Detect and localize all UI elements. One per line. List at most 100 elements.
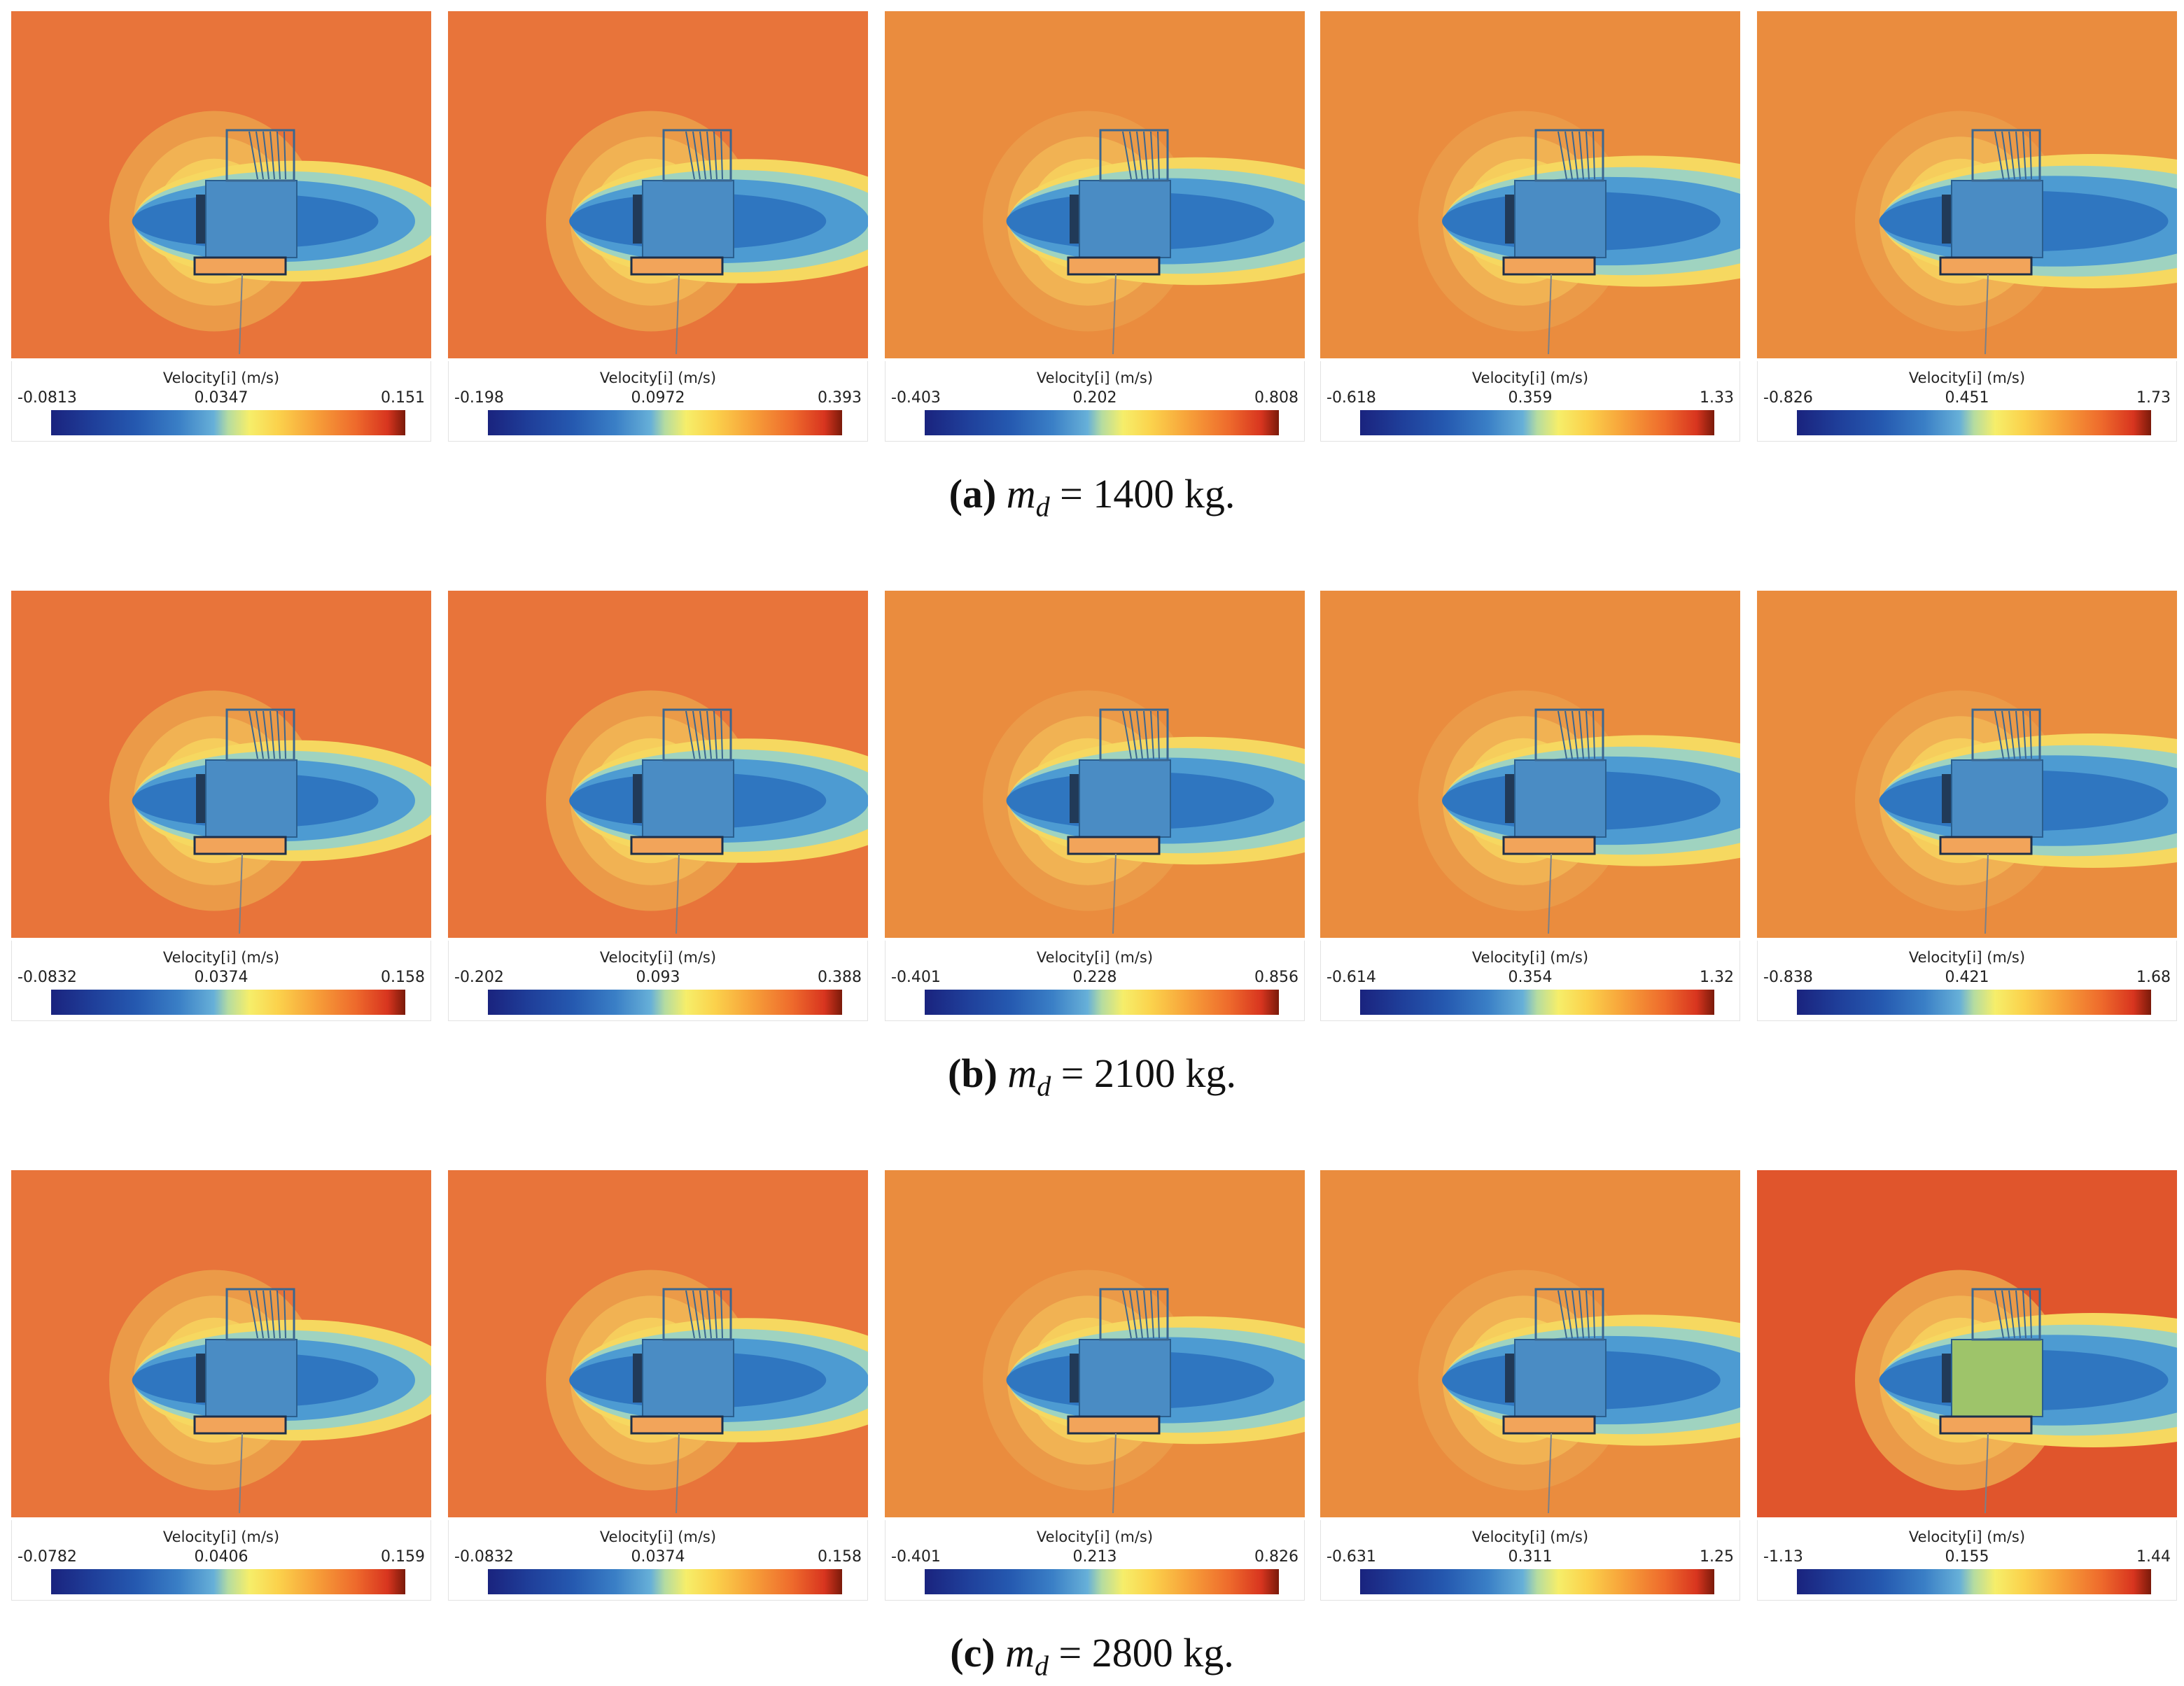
flow-field-image	[448, 591, 868, 938]
body-front	[1942, 1354, 1952, 1403]
colorbar: Velocity[i] (m/s) -0.614 0.354 1.32	[1320, 941, 1740, 1021]
colorbar-gradient	[51, 990, 405, 1015]
frame-strut	[1136, 1290, 1143, 1339]
frame-strut	[685, 710, 695, 759]
colorbar-title: Velocity[i] (m/s)	[1471, 1529, 1589, 1545]
colorbar-title: Velocity[i] (m/s)	[1908, 1529, 2026, 1545]
body	[205, 1339, 298, 1417]
frame	[1971, 708, 2041, 761]
colorbar-max: 0.393	[818, 389, 862, 407]
colorbar-min: -0.202	[454, 969, 504, 986]
frame-strut	[248, 710, 258, 759]
body-front	[1070, 1354, 1079, 1403]
frame-strut	[2029, 1290, 2032, 1339]
frame-strut	[1586, 1290, 1590, 1339]
body-front	[1505, 1354, 1515, 1403]
caption-text: = 2100 kg.	[1060, 1051, 1236, 1096]
colorbar: Velocity[i] (m/s) -0.618 0.359 1.33	[1320, 361, 1740, 442]
frame-strut	[1157, 131, 1160, 180]
frame-strut	[1558, 1290, 1567, 1339]
colorbar-min: -0.618	[1326, 389, 1376, 407]
colorbar-mid: 0.228	[1072, 969, 1117, 986]
frame-strut	[2022, 710, 2026, 759]
colorbar-max: 1.33	[1700, 389, 1734, 407]
frame-strut	[1586, 131, 1590, 180]
body	[205, 180, 298, 258]
mooring-line	[1984, 274, 1989, 355]
colorbar: Velocity[i] (m/s) -0.202 0.093 0.388	[448, 941, 868, 1021]
frame	[662, 708, 732, 761]
frame-strut	[713, 131, 718, 180]
colorbar-gradient	[925, 410, 1279, 435]
frame	[662, 129, 732, 182]
colorbar-gradient	[1360, 410, 1714, 435]
pontoon	[1939, 256, 2033, 276]
flow-field-image	[1757, 11, 2177, 358]
colorbar-title: Velocity[i] (m/s)	[1908, 370, 2026, 386]
colorbar-gradient	[1360, 1569, 1714, 1594]
colorbar-max: 0.388	[818, 969, 862, 986]
colorbar-max: 0.856	[1254, 969, 1298, 986]
frame-strut	[1572, 710, 1578, 759]
colorbar-mid: 0.354	[1508, 969, 1553, 986]
frame	[1971, 1288, 2041, 1341]
colorbar: Velocity[i] (m/s) -0.0832 0.0374 0.158	[11, 941, 431, 1021]
mooring-line	[239, 853, 243, 934]
panel: Velocity[i] (m/s) -0.0813 0.0347 0.151	[11, 11, 431, 442]
caption-label: (c)	[950, 1630, 995, 1676]
frame-strut	[2001, 710, 2010, 759]
colorbar: Velocity[i] (m/s) -0.838 0.421 1.68	[1757, 941, 2177, 1021]
panel: Velocity[i] (m/s) -0.838 0.421 1.68	[1757, 591, 2177, 1022]
body	[642, 759, 734, 838]
panel: Velocity[i] (m/s) -0.0782 0.0406 0.159	[11, 1170, 431, 1601]
colorbar-title: Velocity[i] (m/s)	[1036, 1529, 1154, 1545]
colorbar-min: -0.614	[1326, 969, 1376, 986]
frame	[1099, 129, 1169, 182]
colorbar: Velocity[i] (m/s) -0.631 0.311 1.25	[1320, 1520, 1740, 1601]
frame-strut	[1994, 1290, 2004, 1339]
caption-text: = 1400 kg.	[1060, 471, 1236, 517]
body	[1951, 759, 2043, 838]
colorbar-gradient	[1797, 1569, 2151, 1594]
frame-strut	[1129, 1290, 1138, 1339]
frame-strut	[1558, 710, 1567, 759]
body	[1079, 180, 1171, 258]
panel: Velocity[i] (m/s) -0.631 0.311 1.25	[1320, 1170, 1740, 1601]
flow-field-image	[1320, 1170, 1740, 1517]
pontoon	[193, 836, 287, 855]
frame-strut	[706, 710, 712, 759]
frame-strut	[720, 131, 723, 180]
frame-strut	[1572, 131, 1578, 180]
colorbar-mid: 0.213	[1072, 1548, 1117, 1566]
colorbar-mid: 0.093	[636, 969, 680, 986]
panel: Velocity[i] (m/s) -0.198 0.0972 0.393	[448, 11, 868, 442]
frame-strut	[1578, 131, 1584, 180]
mooring-line	[676, 274, 680, 355]
pontoon	[193, 1415, 287, 1435]
frame-strut	[1122, 131, 1132, 180]
body	[1951, 1339, 2043, 1417]
frame-strut	[1586, 710, 1590, 759]
colorbar-gradient	[925, 1569, 1279, 1594]
frame-strut	[1157, 1290, 1160, 1339]
frame-strut	[1150, 710, 1154, 759]
frame-strut	[2008, 710, 2015, 759]
frame-strut	[270, 710, 275, 759]
frame-strut	[685, 131, 695, 180]
colorbar-mid: 0.0374	[194, 969, 248, 986]
frame-strut	[1129, 710, 1138, 759]
body-front	[633, 195, 643, 244]
body-front	[1505, 195, 1515, 244]
colorbar-mid: 0.421	[1945, 969, 1989, 986]
frame-strut	[1136, 710, 1143, 759]
colorbar-mid: 0.359	[1508, 389, 1553, 407]
body	[1514, 1339, 1606, 1417]
panel: Velocity[i] (m/s) -0.0832 0.0374 0.158	[11, 591, 431, 1022]
caption-variable: m	[1006, 471, 1036, 517]
mooring-line	[1112, 853, 1116, 934]
frame-strut	[706, 131, 712, 180]
frame-strut	[713, 710, 718, 759]
colorbar-mid: 0.0347	[194, 389, 248, 407]
pontoon	[1502, 836, 1596, 855]
colorbar-gradient	[925, 990, 1279, 1015]
